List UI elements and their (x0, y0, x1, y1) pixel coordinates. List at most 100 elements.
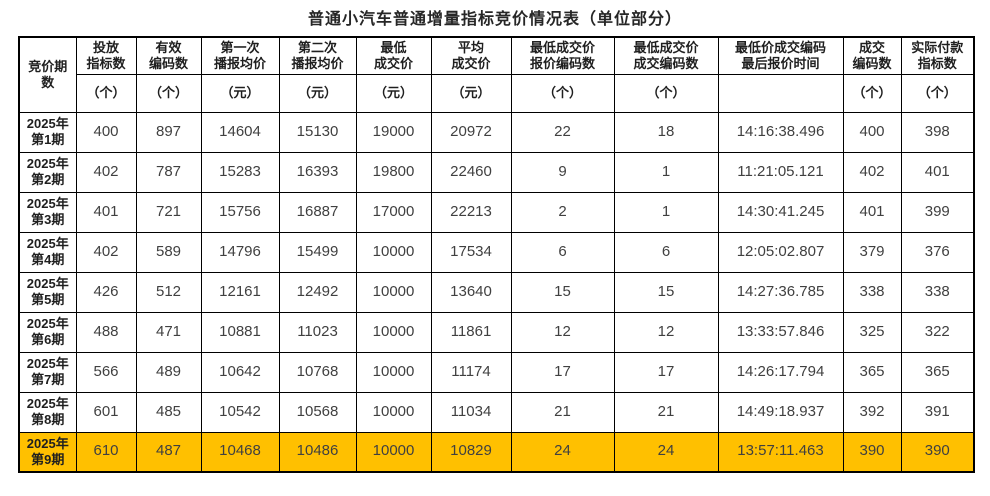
value-cell: 390 (900, 431, 975, 473)
table-row: 2025年 第1期 400 897 14604 15130 19000 20972 22 18 1… (18, 111, 975, 153)
value-cell: 14:49:18.937 (717, 391, 844, 433)
value-cell: 13640 (430, 271, 512, 313)
column-unit-header: （个） (842, 73, 902, 113)
value-cell: 390 (842, 431, 902, 473)
value-cell: 2 (510, 191, 615, 233)
value-cell: 10829 (430, 431, 512, 473)
value-cell: 376 (900, 231, 975, 273)
value-cell: 15499 (278, 231, 357, 273)
value-cell: 11861 (430, 311, 512, 353)
column-unit-header: （个） (135, 73, 202, 113)
value-cell: 12161 (200, 271, 280, 313)
value-cell: 10468 (200, 431, 280, 473)
table-row: 2025年 第4期 402 589 14796 15499 10000 17534 6 6 12:… (18, 231, 975, 273)
value-cell: 401 (75, 191, 137, 233)
value-cell: 485 (135, 391, 202, 433)
value-cell: 16887 (278, 191, 357, 233)
value-cell: 22 (510, 111, 615, 153)
value-cell: 488 (75, 311, 137, 353)
value-cell: 897 (135, 111, 202, 153)
column-header: 第二次 播报均价 (278, 36, 357, 75)
value-cell: 14:27:36.785 (717, 271, 844, 313)
column-unit-header: （元） (200, 73, 280, 113)
value-cell: 21 (613, 391, 719, 433)
value-cell: 22213 (430, 191, 512, 233)
column-unit-header: （个） (613, 73, 719, 113)
value-cell: 12:05:02.807 (717, 231, 844, 273)
value-cell: 338 (842, 271, 902, 313)
value-cell: 338 (900, 271, 975, 313)
value-cell: 402 (842, 151, 902, 193)
column-header: 平均 成交价 (430, 36, 512, 75)
value-cell: 13:33:57.846 (717, 311, 844, 353)
value-cell: 1 (613, 151, 719, 193)
value-cell: 14796 (200, 231, 280, 273)
value-cell: 589 (135, 231, 202, 273)
value-cell: 11034 (430, 391, 512, 433)
period-cell: 2025年 第9期 (18, 431, 77, 473)
value-cell: 10542 (200, 391, 280, 433)
value-cell: 15283 (200, 151, 280, 193)
value-cell: 19800 (355, 151, 432, 193)
value-cell: 17534 (430, 231, 512, 273)
value-cell: 399 (900, 191, 975, 233)
column-header: 最低成交价 成交编码数 (613, 36, 719, 75)
period-cell: 2025年 第6期 (18, 311, 77, 353)
value-cell: 11174 (430, 351, 512, 393)
value-cell: 10568 (278, 391, 357, 433)
value-cell: 325 (842, 311, 902, 353)
column-unit-header (717, 73, 844, 113)
value-cell: 379 (842, 231, 902, 273)
period-cell: 2025年 第8期 (18, 391, 77, 433)
value-cell: 787 (135, 151, 202, 193)
column-header: 第一次 播报均价 (200, 36, 280, 75)
value-cell: 10486 (278, 431, 357, 473)
table-row: 2025年 第3期 401 721 15756 16887 17000 22213 2 1 14:… (18, 191, 975, 233)
column-header: 投放 指标数 (75, 36, 137, 75)
value-cell: 566 (75, 351, 137, 393)
table-row: 2025年 第6期 488 471 10881 11023 10000 11861 12 12 1… (18, 311, 975, 353)
period-cell: 2025年 第1期 (18, 111, 77, 153)
value-cell: 10000 (355, 231, 432, 273)
bidding-results-table: 竞价期 数投放 指标数 有效 编码数 第一次 播报均价 第二次 播报均价 最低 成交价平… (18, 36, 975, 473)
value-cell: 10881 (200, 311, 280, 353)
column-header: 成交 编码数 (842, 36, 902, 75)
table-row: 2025年 第7期 566 489 10642 10768 10000 11174 17 17 1… (18, 351, 975, 393)
column-header: 实际付款 指标数 (900, 36, 975, 75)
value-cell: 10000 (355, 351, 432, 393)
value-cell: 15 (613, 271, 719, 313)
column-header: 竞价期 数 (18, 36, 77, 113)
value-cell: 401 (900, 151, 975, 193)
value-cell: 15756 (200, 191, 280, 233)
value-cell: 402 (75, 231, 137, 273)
value-cell: 21 (510, 391, 615, 433)
value-cell: 610 (75, 431, 137, 473)
value-cell: 12 (510, 311, 615, 353)
value-cell: 15 (510, 271, 615, 313)
value-cell: 400 (75, 111, 137, 153)
value-cell: 721 (135, 191, 202, 233)
value-cell: 426 (75, 271, 137, 313)
value-cell: 401 (842, 191, 902, 233)
value-cell: 14:30:41.245 (717, 191, 844, 233)
column-unit-header: （个） (75, 73, 137, 113)
column-unit-header: （元） (430, 73, 512, 113)
value-cell: 19000 (355, 111, 432, 153)
value-cell: 487 (135, 431, 202, 473)
table-row: 2025年 第8期 601 485 10542 10568 10000 11034 21 21 1… (18, 391, 975, 433)
column-header: 有效 编码数 (135, 36, 202, 75)
value-cell: 400 (842, 111, 902, 153)
value-cell: 512 (135, 271, 202, 313)
value-cell: 24 (613, 431, 719, 473)
value-cell: 6 (510, 231, 615, 273)
value-cell: 16393 (278, 151, 357, 193)
column-header: 最低 成交价 (355, 36, 432, 75)
value-cell: 15130 (278, 111, 357, 153)
value-cell: 391 (900, 391, 975, 433)
period-cell: 2025年 第2期 (18, 151, 77, 193)
value-cell: 10642 (200, 351, 280, 393)
value-cell: 24 (510, 431, 615, 473)
column-header: 最低价成交编码 最后报价时间 (717, 36, 844, 75)
column-unit-header: （元） (355, 73, 432, 113)
value-cell: 12492 (278, 271, 357, 313)
